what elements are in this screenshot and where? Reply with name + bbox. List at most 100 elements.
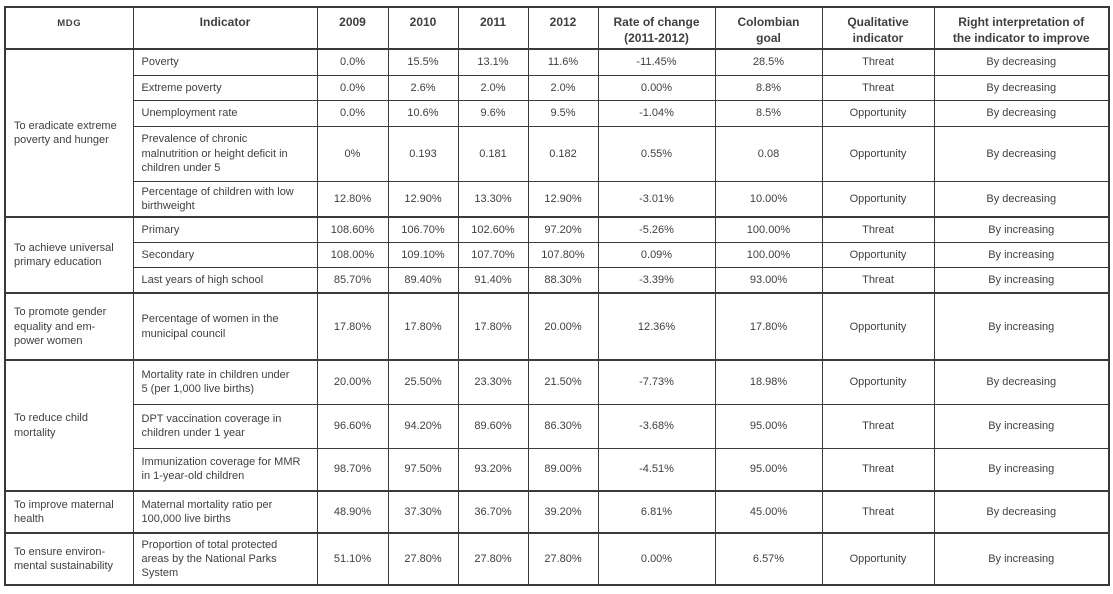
header-indicator: Indicator	[132, 6, 318, 51]
colombian-goal-cell: 0.08	[714, 125, 823, 182]
value-2009-cell: 85.70%	[316, 266, 389, 294]
value-2012-cell: 0.182	[527, 125, 599, 182]
indicator-cell: Mortality rate in children under 5 (per …	[132, 359, 318, 405]
indicator-cell: Percentage of children with low birthwei…	[132, 180, 318, 218]
value-2011-cell: 13.1%	[457, 48, 529, 76]
header-qualitative-indicator: Qualitative indicator	[821, 6, 935, 51]
rate-of-change-cell: -3.39%	[597, 266, 716, 294]
qualitative-indicator-cell: Opportunity	[821, 99, 935, 127]
table-row: To eradicate extreme poverty and hunger …	[4, 48, 1110, 218]
table-row: DPT vaccination coverage in children und…	[5, 403, 1110, 449]
table-row: To improve maternal health Maternal mort…	[4, 490, 1110, 534]
value-2009-cell: 17.80%	[316, 292, 389, 361]
indicator-cell: Prevalence of chronic malnutrition or he…	[132, 125, 318, 182]
colombian-goal-cell: 95.00%	[714, 447, 823, 492]
indicator-cell: Extreme poverty	[132, 74, 318, 101]
indicator-cell: Secondary	[132, 241, 318, 268]
rate-of-change-cell: -7.73%	[597, 359, 716, 405]
header-colombian-goal: Colombian goal	[714, 6, 823, 51]
qualitative-indicator-cell: Opportunity	[821, 292, 935, 361]
value-2009-cell: 20.00%	[316, 359, 389, 405]
value-2012-cell: 39.20%	[527, 490, 599, 534]
indicator-cell: Poverty	[132, 48, 318, 76]
rate-of-change-cell: 12.36%	[597, 292, 716, 361]
value-2009-cell: 96.60%	[316, 403, 389, 449]
value-2012-cell: 12.90%	[527, 180, 599, 218]
value-2009-cell: 108.60%	[316, 216, 389, 243]
mdg-indicators-table: MDG Indicator 2009 2010 2011 2012 Rate o…	[4, 6, 1110, 587]
table-row: Immunization coverage for MMR in 1-year-…	[5, 447, 1110, 492]
header-row: MDG Indicator 2009 2010 2011 2012 Rate o…	[4, 6, 1110, 51]
qualitative-indicator-cell: Opportunity	[821, 359, 935, 405]
table-row: To promote gender equality and em- power…	[4, 292, 1110, 361]
colombian-goal-cell: 100.00%	[714, 241, 823, 268]
table-row: Prevalence of chronic malnutrition or he…	[5, 125, 1110, 182]
interpretation-cell: By decreasing	[933, 359, 1110, 405]
value-2011-cell: 13.30%	[457, 180, 529, 218]
value-2011-cell: 91.40%	[457, 266, 529, 294]
value-2011-cell: 2.0%	[457, 74, 529, 101]
rate-of-change-cell: -11.45%	[597, 48, 716, 76]
value-2012-cell: 21.50%	[527, 359, 599, 405]
colombian-goal-cell: 95.00%	[714, 403, 823, 449]
table-row: Extreme poverty 0.0% 2.6% 2.0% 2.0% 0.00…	[5, 74, 1110, 101]
table-header: MDG Indicator 2009 2010 2011 2012 Rate o…	[4, 6, 1110, 51]
mdg-goal-cell: To achieve universal primary education	[4, 216, 134, 294]
mdg-goal-cell: To ensure environ- mental sustainability	[4, 532, 134, 586]
colombian-goal-cell: 28.5%	[714, 48, 823, 76]
value-2009-cell: 51.10%	[316, 532, 389, 586]
value-2010-cell: 10.6%	[387, 99, 459, 127]
header-2010: 2010	[387, 6, 459, 51]
rate-of-change-cell: 0.55%	[597, 125, 716, 182]
qualitative-indicator-cell: Threat	[821, 266, 935, 294]
rate-of-change-cell: -4.51%	[597, 447, 716, 492]
mdg-goal-cell: To improve maternal health	[4, 490, 134, 534]
qualitative-indicator-cell: Opportunity	[821, 241, 935, 268]
value-2009-cell: 0.0%	[316, 48, 389, 76]
value-2010-cell: 94.20%	[387, 403, 459, 449]
indicator-cell: Immunization coverage for MMR in 1-year-…	[132, 447, 318, 492]
header-right-interpretation: Right interpretation of the indicator to…	[933, 6, 1110, 51]
interpretation-cell: By increasing	[933, 532, 1110, 586]
rate-of-change-cell: -3.01%	[597, 180, 716, 218]
value-2009-cell: 108.00%	[316, 241, 389, 268]
indicator-cell: Primary	[132, 216, 318, 243]
colombian-goal-cell: 100.00%	[714, 216, 823, 243]
qualitative-indicator-cell: Threat	[821, 490, 935, 534]
value-2010-cell: 25.50%	[387, 359, 459, 405]
value-2012-cell: 107.80%	[527, 241, 599, 268]
value-2010-cell: 106.70%	[387, 216, 459, 243]
interpretation-cell: By decreasing	[933, 99, 1110, 127]
interpretation-cell: By decreasing	[933, 180, 1110, 218]
rate-of-change-cell: 6.81%	[597, 490, 716, 534]
value-2010-cell: 109.10%	[387, 241, 459, 268]
rate-of-change-cell: -3.68%	[597, 403, 716, 449]
value-2011-cell: 36.70%	[457, 490, 529, 534]
qualitative-indicator-cell: Opportunity	[821, 180, 935, 218]
indicator-cell: Last years of high school	[132, 266, 318, 294]
value-2012-cell: 89.00%	[527, 447, 599, 492]
qualitative-indicator-cell: Threat	[821, 216, 935, 243]
value-2011-cell: 93.20%	[457, 447, 529, 492]
value-2011-cell: 23.30%	[457, 359, 529, 405]
interpretation-cell: By increasing	[933, 241, 1110, 268]
table-body: To eradicate extreme poverty and hunger …	[4, 48, 1110, 586]
value-2010-cell: 17.80%	[387, 292, 459, 361]
colombian-goal-cell: 10.00%	[714, 180, 823, 218]
interpretation-cell: By increasing	[933, 216, 1110, 243]
qualitative-indicator-cell: Opportunity	[821, 532, 935, 586]
interpretation-cell: By decreasing	[933, 125, 1110, 182]
value-2009-cell: 0%	[316, 125, 389, 182]
rate-of-change-cell: 0.09%	[597, 241, 716, 268]
indicator-cell: Proportion of total protected areas by t…	[132, 532, 318, 586]
value-2009-cell: 12.80%	[316, 180, 389, 218]
value-2011-cell: 17.80%	[457, 292, 529, 361]
colombian-goal-cell: 18.98%	[714, 359, 823, 405]
interpretation-cell: By decreasing	[933, 490, 1110, 534]
value-2010-cell: 12.90%	[387, 180, 459, 218]
value-2011-cell: 102.60%	[457, 216, 529, 243]
value-2011-cell: 27.80%	[457, 532, 529, 586]
value-2012-cell: 11.6%	[527, 48, 599, 76]
qualitative-indicator-cell: Threat	[821, 48, 935, 76]
value-2010-cell: 97.50%	[387, 447, 459, 492]
